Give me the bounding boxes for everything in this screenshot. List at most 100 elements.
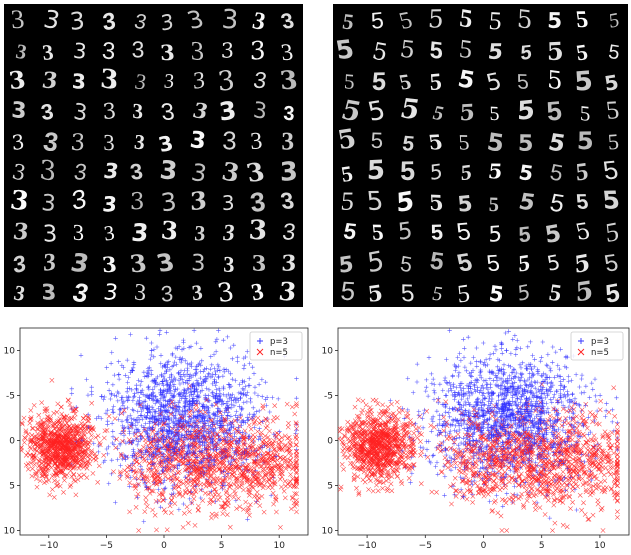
- digit-5-sample: 5: [342, 218, 359, 244]
- point-p3: [216, 374, 221, 379]
- digit-3-sample: 3: [42, 221, 57, 247]
- digit-5-sample: 5: [340, 187, 356, 216]
- digit-3-sample: 3: [72, 98, 88, 127]
- digit-5-sample: 5: [399, 251, 413, 277]
- digit-5-sample: 5: [488, 280, 506, 307]
- digit-3-sample: 3: [220, 156, 242, 188]
- point-n5: [241, 487, 246, 493]
- digit-3-sample: 3: [163, 71, 175, 93]
- point-p3: [141, 519, 146, 524]
- digit-3-sample: 3: [278, 187, 296, 214]
- point-n5: [209, 511, 215, 517]
- point-n5: [79, 420, 84, 426]
- digit-3-sample: 3: [193, 67, 206, 94]
- point-p3: [235, 415, 240, 420]
- digit-5-sample: 5: [516, 4, 533, 35]
- point-n5: [203, 472, 208, 478]
- point-p3: [254, 409, 259, 414]
- point-n5: [240, 463, 246, 468]
- digit-3-sample: 3: [41, 126, 60, 157]
- point-p3: [188, 429, 194, 434]
- x-tick-label: −5: [100, 541, 113, 551]
- digit-3-sample: 3: [221, 191, 234, 216]
- point-p3: [125, 380, 130, 385]
- point-n5: [187, 383, 193, 389]
- point-n5: [338, 427, 339, 433]
- point-p3: [110, 434, 116, 439]
- point-n5: [274, 449, 280, 455]
- point-p3: [170, 431, 176, 437]
- digit-5-sample: 5: [338, 95, 364, 128]
- point-n5: [245, 486, 251, 492]
- digit-5-sample: 5: [489, 103, 500, 126]
- point-p3: [252, 385, 258, 390]
- point-n5: [184, 504, 190, 510]
- point-p3: [166, 424, 171, 429]
- digit-3-sample: 3: [279, 157, 298, 188]
- point-p3: [219, 413, 224, 418]
- point-n5: [7, 426, 11, 430]
- digit-5-sample: 5: [573, 249, 591, 279]
- digit-3-sample: 3: [71, 183, 88, 216]
- digit-5-sample: 5: [341, 9, 356, 35]
- point-n5: [31, 403, 37, 408]
- point-n5: [67, 484, 73, 489]
- digit-5-sample: 5: [338, 252, 354, 279]
- digit-5-sample: 5: [396, 7, 415, 35]
- digit-5-sample: 5: [604, 216, 620, 248]
- point-n5: [72, 411, 78, 417]
- point-n5: [270, 418, 276, 424]
- digit-5-sample: 5: [428, 190, 444, 216]
- point-p3: [135, 415, 141, 420]
- point-p3: [227, 396, 232, 401]
- point-p3: [164, 429, 170, 434]
- point-p3: [158, 353, 164, 358]
- digit-3-sample: 3: [159, 187, 178, 218]
- point-n5: [150, 507, 155, 513]
- point-n5: [241, 441, 246, 447]
- point-p3: [105, 451, 110, 457]
- legend-label: p=3: [270, 337, 288, 347]
- point-n5: [195, 477, 201, 483]
- digit-3-sample: 3: [278, 65, 299, 96]
- digit-5-sample: 5: [397, 69, 414, 95]
- point-p3: [216, 375, 221, 380]
- point-p3: [147, 365, 152, 370]
- x-tick-label: 10: [273, 541, 285, 551]
- digit-5-sample: 5: [516, 70, 529, 93]
- digit-3-sample: 3: [221, 5, 239, 36]
- digit-3-sample: 3: [184, 5, 208, 35]
- digit-3-sample: 3: [8, 185, 30, 218]
- point-p3: [241, 400, 246, 405]
- digit-3-sample: 3: [190, 185, 208, 216]
- point-p3: [238, 420, 244, 425]
- digit-5-sample: 5: [400, 156, 415, 186]
- point-p3: [232, 430, 237, 436]
- point-n5: [288, 442, 293, 448]
- digit-5-sample: 5: [604, 95, 620, 124]
- digit-3-sample: 3: [101, 8, 117, 36]
- point-n5: [58, 404, 64, 410]
- point-n5: [198, 482, 203, 487]
- point-p3: [104, 446, 109, 452]
- point-p3: [109, 391, 114, 396]
- digit-3-sample: 3: [217, 95, 237, 126]
- point-p3: [230, 377, 235, 382]
- point-n5: [75, 477, 81, 482]
- digit-5-sample: 5: [607, 41, 621, 65]
- point-p3: [248, 396, 253, 401]
- point-p3: [199, 487, 204, 492]
- digit-3-sample: 3: [223, 251, 235, 277]
- point-p3: [231, 398, 236, 403]
- point-p3: [201, 379, 206, 384]
- digit-3-sample: 3: [191, 280, 204, 305]
- point-p3: [171, 382, 177, 387]
- point-p3: [186, 345, 192, 350]
- point-p3: [194, 340, 199, 346]
- point-n5: [217, 476, 223, 482]
- point-n5: [71, 430, 76, 436]
- digit-3-sample: 3: [222, 127, 237, 155]
- point-n5: [5, 429, 9, 433]
- point-p3: [115, 398, 120, 404]
- digit-3-sample: 3: [72, 39, 88, 64]
